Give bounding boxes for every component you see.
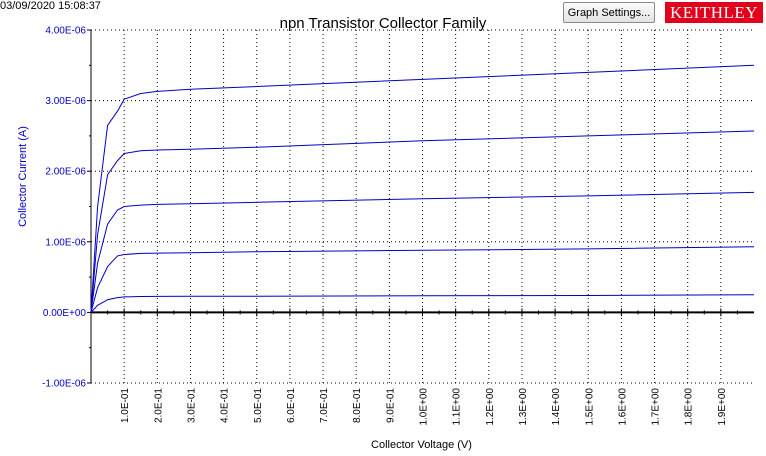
keithley-logo: KEITHLEY [665,2,763,23]
y-tick-label: -1.00E-06 [42,379,86,390]
x-tick-label: 1.8E+00 [684,388,695,426]
x-tick-label: 6.0E-01 [286,388,297,423]
x-tick-label: 1.6E+00 [617,388,628,426]
x-tick-label: 5.0E-01 [253,388,264,423]
timestamp: 03/09/2020 15:08:37 [0,0,101,12]
x-tick-label: 9.0E-01 [385,388,396,423]
x-tick-label: 1.7E+00 [651,388,662,426]
x-tick-label: 7.0E-01 [319,388,330,423]
x-tick-label: 1.4E+00 [551,388,562,426]
x-tick-label: 2.0E-01 [153,388,164,423]
y-axis-label: Collector Current (A) [17,126,29,227]
y-tick-label: 3.00E-06 [45,96,86,107]
y-tick-label: 1.00E-06 [45,237,86,248]
x-tick-label: 1.5E+00 [584,388,595,426]
y-tick-label: 0.00E+00 [43,308,87,319]
x-tick-label: 1.0E+00 [419,388,430,426]
series-line-4 [90,130,755,313]
x-tick-label: 1.1E+00 [452,388,463,426]
x-tick-label: 1.2E+00 [485,388,496,426]
x-tick-label: 1.9E+00 [717,388,728,426]
series-line-3 [90,191,755,313]
y-tick-label: 4.00E-06 [45,26,86,37]
x-tick-label: 3.0E-01 [186,388,197,423]
chart-title: npn Transistor Collector Family [279,15,487,32]
graph-settings-button[interactable]: Graph Settings... [563,2,655,23]
x-tick-label: 8.0E-01 [352,388,363,423]
series-line-1 [90,294,755,313]
x-tick-label: 4.0E-01 [220,388,231,423]
x-tick-label: 1.0E-01 [120,388,131,423]
x-tick-label: 1.3E+00 [518,388,529,426]
x-axis-label: Collector Voltage (V) [371,439,472,451]
series-line-5 [90,64,755,313]
y-tick-label: 2.00E-06 [45,167,86,178]
series-line-2 [90,246,755,313]
